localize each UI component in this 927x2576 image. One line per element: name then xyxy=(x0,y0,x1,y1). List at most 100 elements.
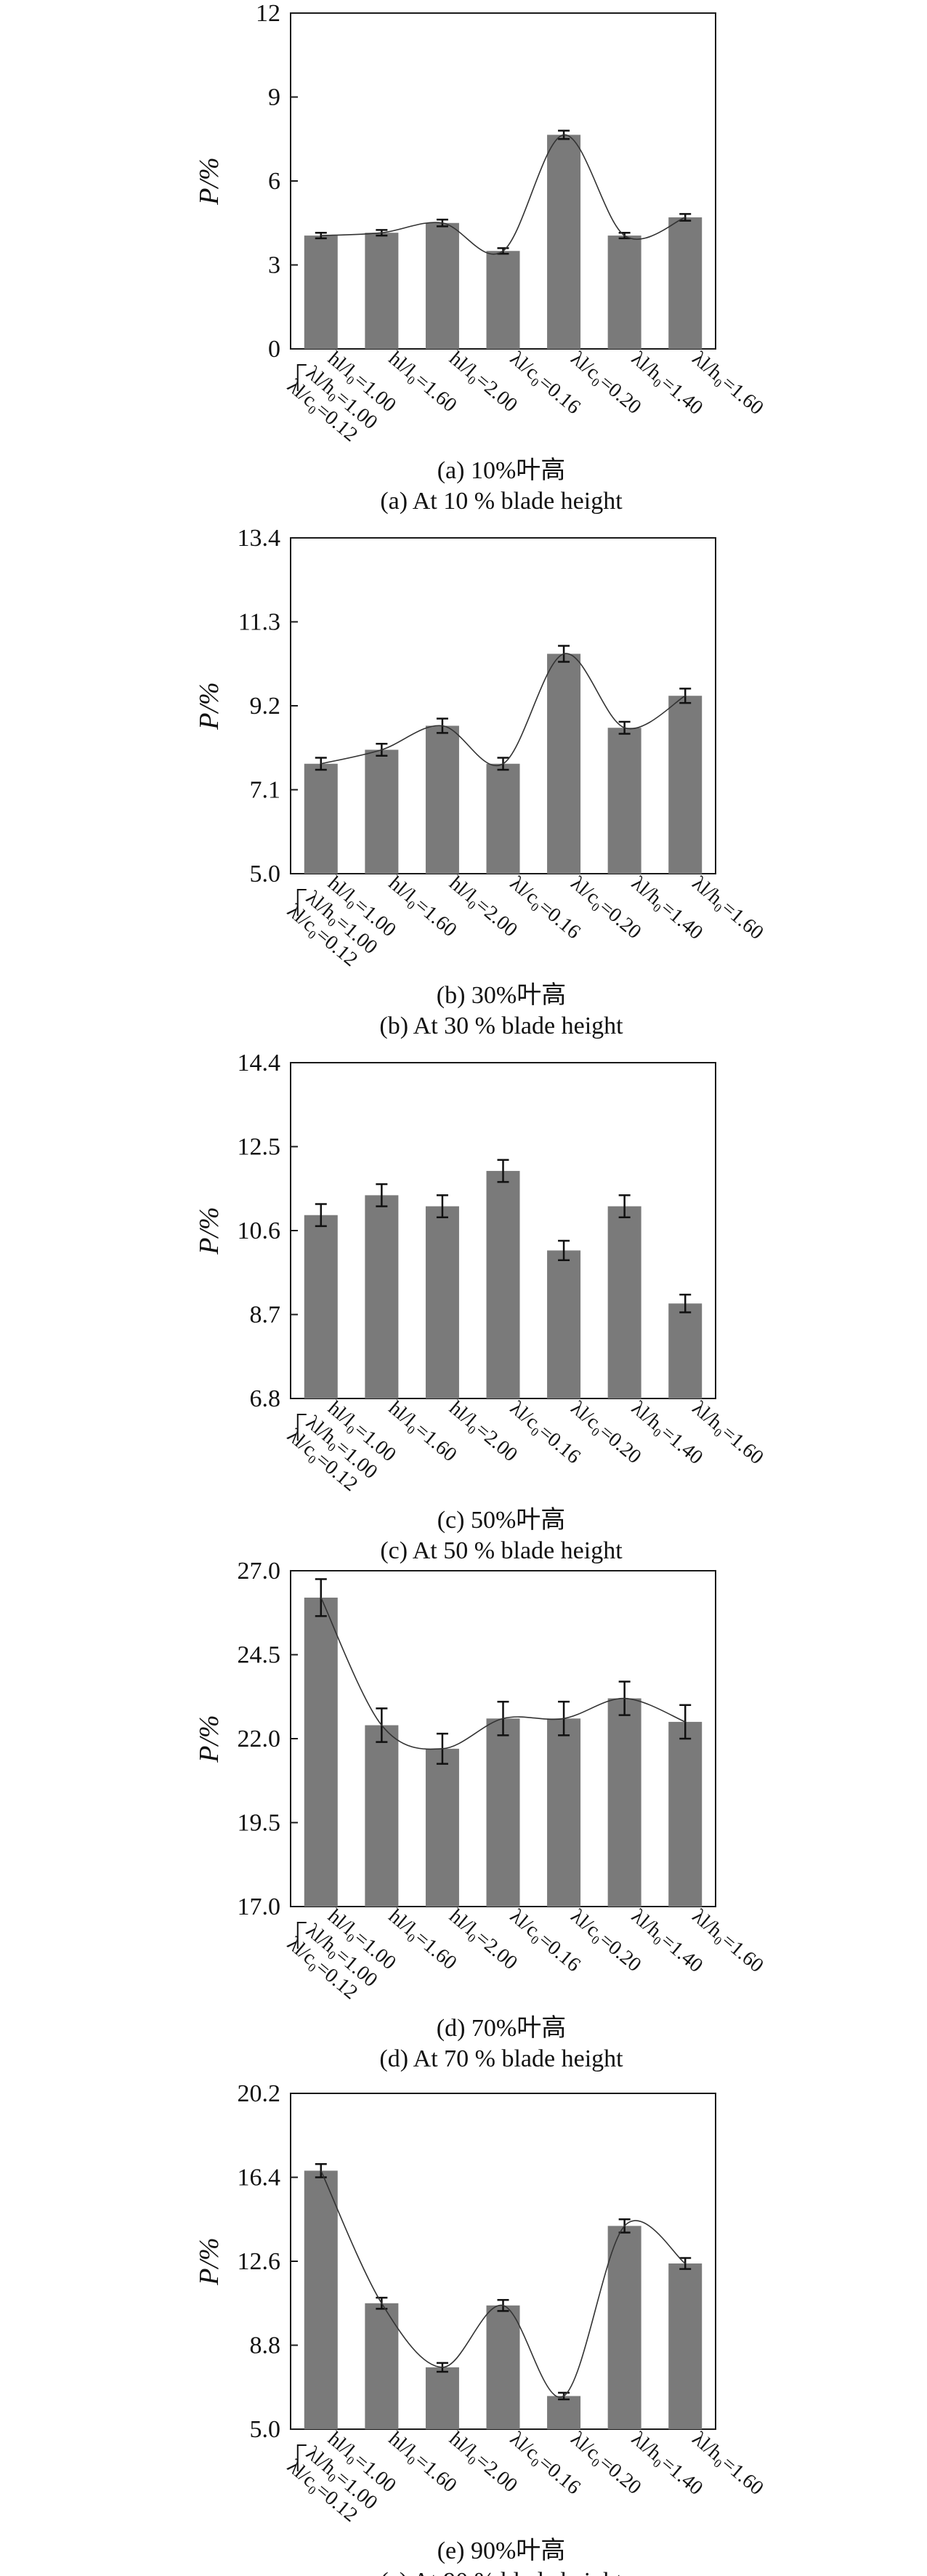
y-tick-label: 0 xyxy=(268,336,280,363)
bar xyxy=(365,1725,399,1907)
trend-line xyxy=(320,653,686,767)
y-axis-label: P/% xyxy=(194,157,224,205)
chart-panel-3: 6.88.710.612.514.4P/%hl/l₀=1.00hl/l₀=1.6… xyxy=(194,1050,768,1564)
bar xyxy=(668,1303,703,1398)
bar xyxy=(668,696,703,874)
y-tick-label: 8.8 xyxy=(250,2333,281,2359)
bar xyxy=(425,1206,459,1398)
bar xyxy=(425,2367,459,2429)
bar xyxy=(607,236,641,349)
y-tick-label: 27.0 xyxy=(238,1558,281,1585)
bar xyxy=(607,1206,641,1398)
bar xyxy=(365,749,399,874)
bar xyxy=(365,1195,399,1398)
bar xyxy=(365,233,399,349)
y-axis-label: P/% xyxy=(194,2237,224,2285)
y-tick-label: 14.4 xyxy=(238,1050,281,1076)
chart-panel-2: 5.07.19.211.313.4P/%hl/l₀=1.00hl/l₀=1.60… xyxy=(194,525,768,1039)
y-tick-label: 24.5 xyxy=(238,1642,281,1669)
bar xyxy=(486,2305,520,2429)
caption-cn: (a) 10%叶高 xyxy=(437,456,566,484)
y-tick-label: 16.4 xyxy=(238,2165,281,2191)
y-tick-label: 17.0 xyxy=(238,1893,281,1920)
y-tick-label: 11.3 xyxy=(238,609,280,636)
caption-en: (a) At 10 % blade height xyxy=(380,488,623,515)
y-axis-label: P/% xyxy=(194,682,224,730)
caption-cn: (c) 50%叶高 xyxy=(437,1506,566,1534)
category-label: hl/l₀=1.60 xyxy=(384,2428,461,2497)
bar xyxy=(486,1718,520,1907)
y-tick-label: 12 xyxy=(256,0,280,27)
y-tick-label: 20.2 xyxy=(238,2080,281,2107)
y-tick-label: 5.0 xyxy=(250,861,281,887)
category-label: hl/l₀=2.00 xyxy=(445,1397,522,1467)
bar xyxy=(425,1748,459,1907)
baseline-bracket xyxy=(296,889,307,916)
baseline-bracket xyxy=(296,1414,307,1441)
y-tick-label: 6.8 xyxy=(250,1385,281,1412)
bar xyxy=(425,222,459,349)
bar xyxy=(547,2396,581,2429)
caption-en: (b) At 30 % blade height xyxy=(379,1013,623,1039)
baseline-bracket xyxy=(296,2444,307,2471)
y-tick-label: 9 xyxy=(268,84,280,111)
bar xyxy=(425,725,459,874)
trend-line xyxy=(320,1597,686,1750)
bar xyxy=(304,1215,338,1398)
y-tick-label: 8.7 xyxy=(250,1302,281,1329)
bar xyxy=(304,2170,338,2429)
bar xyxy=(607,2226,641,2429)
category-label: hl/l₀=1.60 xyxy=(384,872,461,942)
bar xyxy=(486,1170,520,1398)
trend-line xyxy=(320,134,686,255)
y-axis-label: P/% xyxy=(194,1207,224,1255)
caption-en: (d) At 70 % blade height xyxy=(379,2045,623,2072)
bar xyxy=(607,1698,641,1907)
y-tick-label: 22.0 xyxy=(238,1726,281,1752)
y-tick-label: 3 xyxy=(268,252,280,279)
bar xyxy=(547,1250,581,1398)
bar xyxy=(547,1718,581,1907)
y-tick-label: 6 xyxy=(268,168,280,195)
y-tick-label: 13.4 xyxy=(238,525,281,552)
y-tick-label: 12.5 xyxy=(238,1134,281,1161)
caption-cn: (d) 70%叶高 xyxy=(437,2014,566,2042)
baseline-bracket xyxy=(296,364,307,391)
category-label: hl/l₀=2.00 xyxy=(445,347,522,417)
y-axis-label: P/% xyxy=(194,1715,224,1763)
bar xyxy=(668,217,703,349)
chart-panel-5: 5.08.812.616.420.2P/%hl/l₀=1.00hl/l₀=1.6… xyxy=(194,2080,768,2576)
bar xyxy=(547,653,581,874)
y-tick-label: 10.6 xyxy=(238,1217,281,1244)
chart-panel-4: 17.019.522.024.527.0P/%hl/l₀=1.00hl/l₀=1… xyxy=(194,1558,768,2072)
caption-cn: (e) 90%叶高 xyxy=(437,2537,566,2564)
category-label: hl/l₀=1.60 xyxy=(384,1905,461,1975)
bar xyxy=(304,236,338,349)
y-tick-label: 5.0 xyxy=(250,2416,281,2443)
category-label: hl/l₀=1.60 xyxy=(384,347,461,417)
trend-line xyxy=(320,2170,686,2398)
baseline-bracket xyxy=(296,1922,307,1949)
bar xyxy=(486,763,520,874)
bar xyxy=(304,763,338,874)
y-tick-label: 12.6 xyxy=(238,2248,281,2275)
bar xyxy=(668,1721,703,1907)
category-label: hl/l₀=2.00 xyxy=(445,872,522,942)
caption-en: (e) At 90 % blade height xyxy=(380,2568,623,2576)
bar xyxy=(365,2303,399,2429)
category-label: hl/l₀=1.60 xyxy=(384,1397,461,1467)
category-label: hl/l₀=2.00 xyxy=(445,2428,522,2497)
bar xyxy=(668,2263,703,2429)
y-tick-label: 7.1 xyxy=(250,777,281,804)
bar xyxy=(607,728,641,874)
bar xyxy=(486,251,520,349)
chart-panel-1: 036912P/%hl/l₀=1.00hl/l₀=1.60hl/l₀=2.00λ… xyxy=(194,0,768,515)
y-tick-label: 19.5 xyxy=(238,1810,281,1837)
category-label: hl/l₀=2.00 xyxy=(445,1905,522,1975)
bar xyxy=(547,134,581,349)
caption-en: (c) At 50 % blade height xyxy=(380,1537,623,1564)
caption-cn: (b) 30%叶高 xyxy=(437,981,566,1009)
bar xyxy=(304,1597,338,1907)
y-tick-label: 9.2 xyxy=(250,693,281,720)
